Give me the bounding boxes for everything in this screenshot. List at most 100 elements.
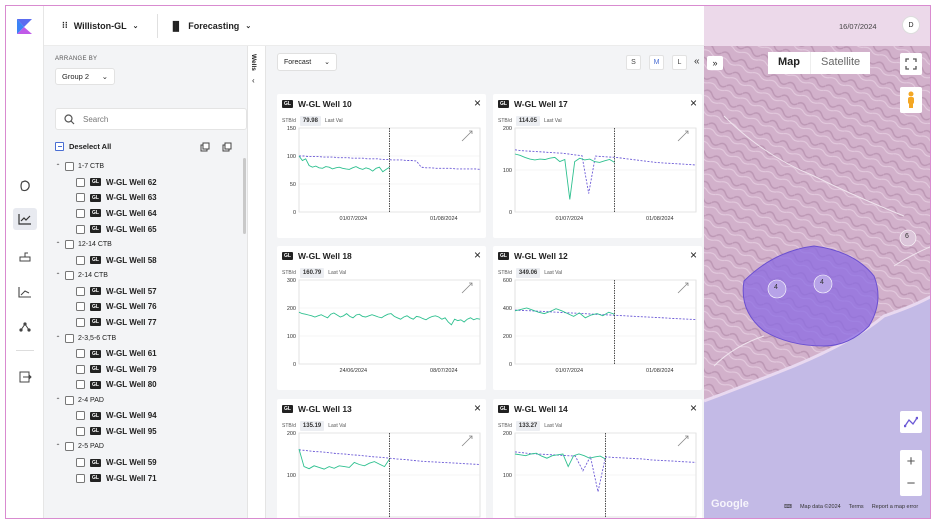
- location-selector[interactable]: ⁝⁝ Williston-GL ⌄: [62, 20, 139, 31]
- chevron-up-icon[interactable]: ⌃: [55, 397, 61, 404]
- street-view-icon[interactable]: [900, 87, 922, 113]
- size-large-button[interactable]: L: [672, 55, 687, 70]
- well-chart[interactable]: 100 200: [277, 429, 486, 519]
- expand-icon[interactable]: [677, 130, 689, 142]
- well-checkbox[interactable]: [76, 349, 85, 359]
- deselect-all[interactable]: Deselect All: [55, 142, 111, 151]
- well-checkbox[interactable]: [76, 364, 85, 374]
- close-icon[interactable]: ×: [689, 401, 697, 415]
- well-chart[interactable]: 0 50 100 150 01/07/2024 01/08/2024: [277, 124, 486, 238]
- group-checkbox[interactable]: [65, 395, 74, 405]
- tree-group[interactable]: ⌃ 1-7 CTB: [55, 159, 239, 175]
- cluster-marker[interactable]: 6: [905, 233, 909, 240]
- well-chart-card[interactable]: GL W-GL Well 14 × STB/d 133.27 Last Val 100 200: [493, 399, 702, 519]
- close-icon[interactable]: ×: [473, 248, 481, 262]
- tree-group[interactable]: ⌃ 2-3,5-6 CTB: [55, 330, 239, 346]
- chevron-up-icon[interactable]: ⌃: [55, 444, 61, 451]
- group-checkbox[interactable]: [65, 240, 74, 250]
- fullscreen-icon[interactable]: [900, 53, 922, 75]
- well-chart-card[interactable]: GL W-GL Well 18 × STB/d 160.79 Last Val 0 100 20…: [277, 246, 486, 390]
- chevron-up-icon[interactable]: ⌃: [55, 164, 61, 171]
- chevron-up-icon[interactable]: ⌃: [55, 335, 61, 342]
- well-item[interactable]: GL W-GL Well 71: [55, 470, 239, 486]
- expand-icon[interactable]: [677, 435, 689, 447]
- group-checkbox[interactable]: [65, 271, 74, 281]
- well-item[interactable]: GL W-GL Well 79: [55, 361, 239, 377]
- well-item[interactable]: GL W-GL Well 65: [55, 221, 239, 237]
- group-dropdown[interactable]: Group 2 ⌄: [55, 68, 115, 85]
- forecast-dropdown[interactable]: Forecast ⌄: [277, 53, 337, 71]
- well-checkbox[interactable]: [76, 426, 85, 436]
- analytics-icon[interactable]: [13, 281, 37, 303]
- expand-icon[interactable]: [461, 130, 473, 142]
- avatar[interactable]: D: [902, 16, 920, 34]
- close-icon[interactable]: ×: [473, 96, 481, 110]
- wells-tab[interactable]: Wells ‹: [247, 46, 266, 518]
- cluster-marker[interactable]: 4: [774, 284, 778, 291]
- network-icon[interactable]: [13, 316, 37, 338]
- wells-map-icon[interactable]: [13, 175, 37, 197]
- well-checkbox[interactable]: [76, 193, 85, 203]
- tree-group[interactable]: ⌃ 12-14 CTB: [55, 237, 239, 253]
- well-checkbox[interactable]: [76, 177, 85, 187]
- well-checkbox[interactable]: [76, 317, 85, 327]
- well-chart[interactable]: 0 200 400 600 01/07/2024 01/08/2024: [493, 276, 702, 390]
- well-checkbox[interactable]: [76, 286, 85, 296]
- close-icon[interactable]: ×: [473, 401, 481, 415]
- well-chart[interactable]: 0 100 200 300 24/06/2024 08/07/2024: [277, 276, 486, 390]
- collapse-all-icon[interactable]: [222, 142, 232, 152]
- zoom-in-button[interactable]: +: [906, 453, 916, 470]
- close-icon[interactable]: ×: [689, 248, 697, 262]
- close-icon[interactable]: ×: [689, 96, 697, 110]
- well-checkbox[interactable]: [76, 380, 85, 390]
- well-checkbox[interactable]: [76, 302, 85, 312]
- group-checkbox[interactable]: [65, 162, 74, 172]
- well-chart-card[interactable]: GL W-GL Well 10 × STB/d 79.98 Last Val 0 50 100 1…: [277, 94, 486, 238]
- map-type-map[interactable]: Map: [778, 56, 800, 68]
- group-checkbox[interactable]: [65, 442, 74, 452]
- well-checkbox[interactable]: [76, 473, 85, 483]
- well-item[interactable]: GL W-GL Well 57: [55, 283, 239, 299]
- well-item[interactable]: GL W-GL Well 76: [55, 299, 239, 315]
- expand-all-icon[interactable]: [200, 142, 210, 152]
- well-item[interactable]: GL W-GL Well 58: [55, 252, 239, 268]
- size-small-button[interactable]: S: [626, 55, 641, 70]
- tree-group[interactable]: ⌃ 2-14 CTB: [55, 268, 239, 284]
- well-item[interactable]: GL W-GL Well 64: [55, 206, 239, 222]
- expand-icon[interactable]: [677, 282, 689, 294]
- well-checkbox[interactable]: [76, 208, 85, 218]
- cluster-marker[interactable]: 4: [820, 279, 824, 286]
- keyboard-icon[interactable]: ⌨: [784, 504, 792, 510]
- chevron-left-icon[interactable]: ‹: [252, 76, 255, 85]
- well-chart-card[interactable]: GL W-GL Well 13 × STB/d 135.19 Last Val 100 200: [277, 399, 486, 519]
- well-item[interactable]: GL W-GL Well 94: [55, 408, 239, 424]
- well-item[interactable]: GL W-GL Well 63: [55, 190, 239, 206]
- export-icon[interactable]: [13, 366, 37, 388]
- draw-polygon-icon[interactable]: [900, 411, 922, 433]
- well-chart[interactable]: 100 200: [493, 429, 702, 519]
- well-chart[interactable]: 0 100 200 01/07/2024 01/08/2024: [493, 124, 702, 238]
- chevron-up-icon[interactable]: ⌃: [55, 273, 61, 280]
- forecasting-icon[interactable]: [13, 208, 37, 230]
- well-checkbox[interactable]: [76, 411, 85, 421]
- expand-icon[interactable]: [461, 282, 473, 294]
- deselect-checkbox[interactable]: [55, 142, 64, 151]
- well-item[interactable]: GL W-GL Well 80: [55, 377, 239, 393]
- tree-group[interactable]: ⌃ 2-4 PAD: [55, 393, 239, 409]
- tree-group[interactable]: ⌃ 2-5 PAD: [55, 439, 239, 455]
- well-chart-card[interactable]: GL W-GL Well 17 × STB/d 114.05 Last Val 0 100 20…: [493, 94, 702, 238]
- module-selector[interactable]: ▐▌ Forecasting ⌄: [170, 21, 252, 31]
- size-medium-button[interactable]: M: [649, 55, 664, 70]
- well-checkbox[interactable]: [76, 255, 85, 265]
- expand-right-icon[interactable]: »: [707, 56, 723, 70]
- well-item[interactable]: GL W-GL Well 95: [55, 424, 239, 440]
- well-item[interactable]: GL W-GL Well 59: [55, 455, 239, 471]
- well-item[interactable]: GL W-GL Well 62: [55, 175, 239, 191]
- tree-scrollbar[interactable]: [243, 158, 246, 234]
- report-link[interactable]: Report a map error: [871, 504, 919, 510]
- group-checkbox[interactable]: [65, 333, 74, 343]
- search-input[interactable]: Search: [55, 108, 247, 130]
- zoom-out-button[interactable]: −: [906, 475, 916, 492]
- map-panel[interactable]: 4 4 6 16/07/2024 D » Map Satellite + − G…: [704, 6, 930, 518]
- expand-icon[interactable]: [461, 435, 473, 447]
